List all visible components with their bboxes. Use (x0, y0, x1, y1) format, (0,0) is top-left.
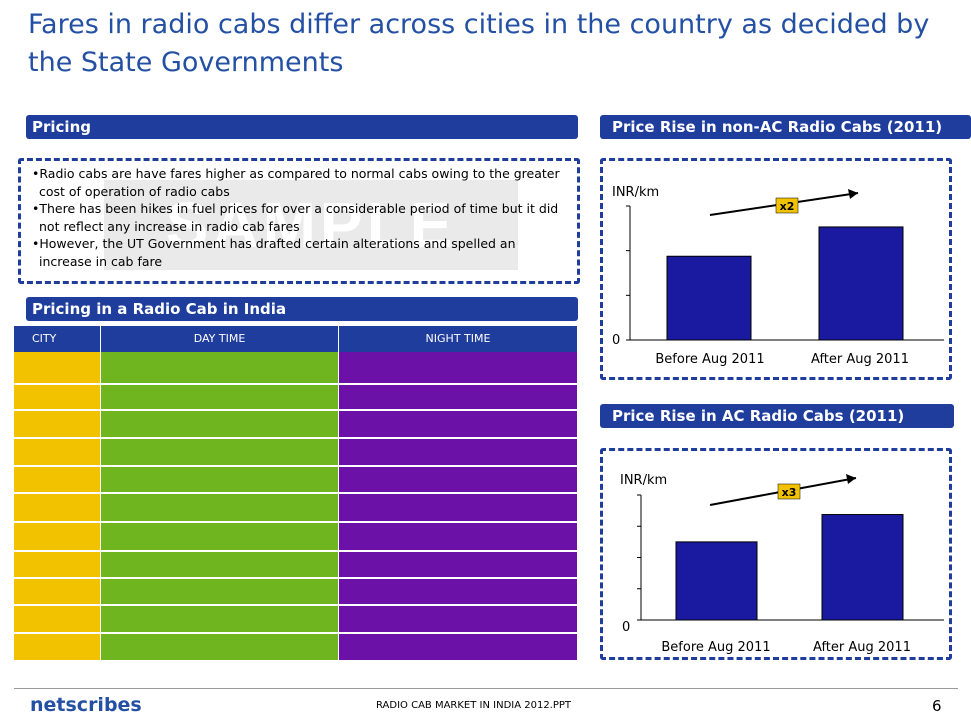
column-header-day: DAY TIME (101, 326, 338, 352)
trend-arrow-head (848, 189, 858, 199)
chart2-xtick: After Aug 2011 (813, 640, 911, 655)
footer-divider (14, 688, 958, 689)
table-row-divider (14, 409, 577, 411)
multiplier-badge (777, 483, 801, 500)
chart1-xtick: Before Aug 2011 (655, 352, 765, 367)
chart2-svg: x3 (637, 474, 944, 621)
table-header: Pricing in a Radio Cab in India (26, 297, 578, 321)
table-row-divider (14, 577, 577, 579)
chart2-box (600, 448, 952, 660)
pricing-header: Pricing (26, 115, 578, 139)
bullet-item: •There has been hikes in fuel prices for… (32, 201, 559, 234)
table-row-divider (14, 632, 577, 634)
bullet-item: •However, the UT Government has drafted … (32, 236, 516, 269)
bar (821, 514, 904, 621)
multiplier-badge (775, 197, 799, 214)
table-row-divider (14, 383, 577, 385)
multiplier-label: x2 (780, 200, 795, 213)
netscribes-logo: netscribes (30, 694, 142, 716)
page-title: Fares in radio cabs differ across cities… (28, 9, 930, 78)
chart1-xtick: After Aug 2011 (811, 352, 909, 367)
footer-document-name: RADIO CAB MARKET IN INDIA 2012.PPT (376, 700, 572, 711)
chart2-xtick: Before Aug 2011 (661, 640, 771, 655)
sample-watermark: SAMPLE (104, 180, 518, 270)
bar (818, 226, 904, 341)
table-row-divider (14, 437, 577, 439)
table-row-divider (14, 521, 577, 523)
pricing-bullets: •Radio cabs are have fares higher as com… (32, 165, 572, 270)
table-row-divider (14, 604, 577, 606)
chart1-zero-label: 0 (612, 333, 621, 348)
table-row-divider (14, 465, 577, 467)
chart2-header: Price Rise in AC Radio Cabs (2011) (600, 404, 954, 428)
table-row-divider (14, 550, 577, 552)
column-header-night: NIGHT TIME (339, 326, 577, 352)
chart2-zero-label: 0 (622, 620, 631, 635)
trend-arrow-head (846, 474, 856, 484)
page-number: 6 (932, 697, 942, 715)
table-row-divider (14, 492, 577, 494)
bar (666, 255, 752, 341)
column-header-city: CITY (14, 326, 100, 352)
bar (675, 541, 758, 621)
pricing-bullets-box (18, 158, 580, 284)
chart2-ylabel: INR/km (620, 473, 668, 488)
chart1-svg: x2 (626, 189, 944, 341)
chart1-ylabel: INR/km (612, 185, 660, 200)
multiplier-label: x3 (782, 486, 797, 499)
bullet-item: •Radio cabs are have fares higher as com… (32, 166, 560, 199)
chart1-box (600, 158, 952, 380)
chart1-header: Price Rise in non-AC Radio Cabs (2011) (600, 115, 971, 139)
